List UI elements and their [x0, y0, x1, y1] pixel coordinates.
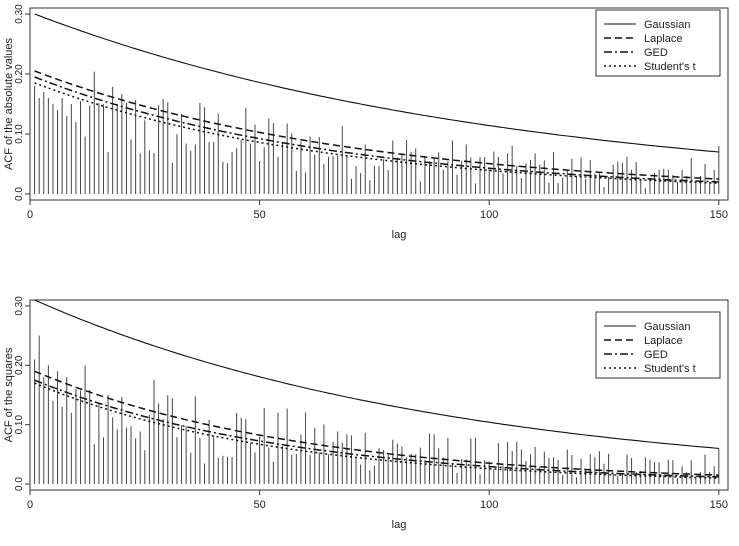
legend-entry: GED	[644, 47, 668, 59]
legend-entry: Student's t	[644, 61, 696, 73]
plot-frame	[29, 7, 729, 201]
panel-squares: 0 50 100 150 0.0 0.10 0.20 0.30 lag ACF of the sq…	[3, 296, 729, 531]
y-tick-label: 0.30	[14, 296, 25, 316]
series-line-gaussian	[34, 13, 719, 153]
legend: Gaussian Laplace GED Student's t	[595, 311, 721, 379]
legend-entry: Gaussian	[644, 19, 690, 31]
series-line-laplace	[34, 370, 719, 476]
series-line-gaussian	[34, 299, 719, 449]
x-axis-label: lag	[392, 229, 407, 241]
panel-absolute-values: 0 50 100 150 0.0 0.10 0.20 0.30 lag ACF of the ab…	[3, 4, 729, 241]
y-tick-label: 0.0	[14, 477, 25, 491]
y-axis-label: ACF of the squares	[3, 347, 15, 442]
legend-entry: Gaussian	[644, 321, 690, 333]
x-tick-label: 150	[710, 209, 728, 221]
y-tick-label: 0.10	[14, 415, 25, 435]
series-line-ged	[34, 379, 719, 478]
x-tick-label: 50	[253, 209, 265, 221]
acf-bars	[34, 71, 720, 194]
legend-entry: Laplace	[644, 33, 683, 45]
legend-entry: GED	[644, 349, 668, 361]
x-tick-label: 0	[27, 499, 33, 511]
y-tick-label: 0.30	[14, 4, 25, 24]
x-axis-label: lag	[392, 519, 407, 531]
series-line-laplace	[34, 70, 719, 180]
series-line-ged	[34, 76, 719, 183]
y-tick-label: 0.0	[14, 187, 25, 201]
legend-entry: Laplace	[644, 335, 683, 347]
legend-entry: Student's t	[644, 363, 696, 375]
y-tick-label: 0.20	[14, 64, 25, 84]
legend-box	[595, 9, 721, 77]
x-tick-label: 150	[710, 499, 728, 511]
x-tick-label: 0	[27, 209, 33, 221]
legend-box	[595, 311, 721, 379]
acf-bars	[34, 335, 720, 485]
y-axis-label: ACF of the absolute values	[3, 37, 15, 170]
x-tick-label: 50	[253, 499, 265, 511]
y-tick-label: 0.10	[14, 124, 25, 144]
y-tick-label: 0.20	[14, 355, 25, 375]
plot-frame	[29, 299, 729, 491]
x-tick-label: 100	[480, 209, 498, 221]
x-tick-label: 100	[480, 499, 498, 511]
series-line-student-s-t	[34, 382, 719, 479]
series-line-student-s-t	[34, 82, 719, 184]
legend: Gaussian Laplace GED Student's t	[595, 9, 721, 77]
